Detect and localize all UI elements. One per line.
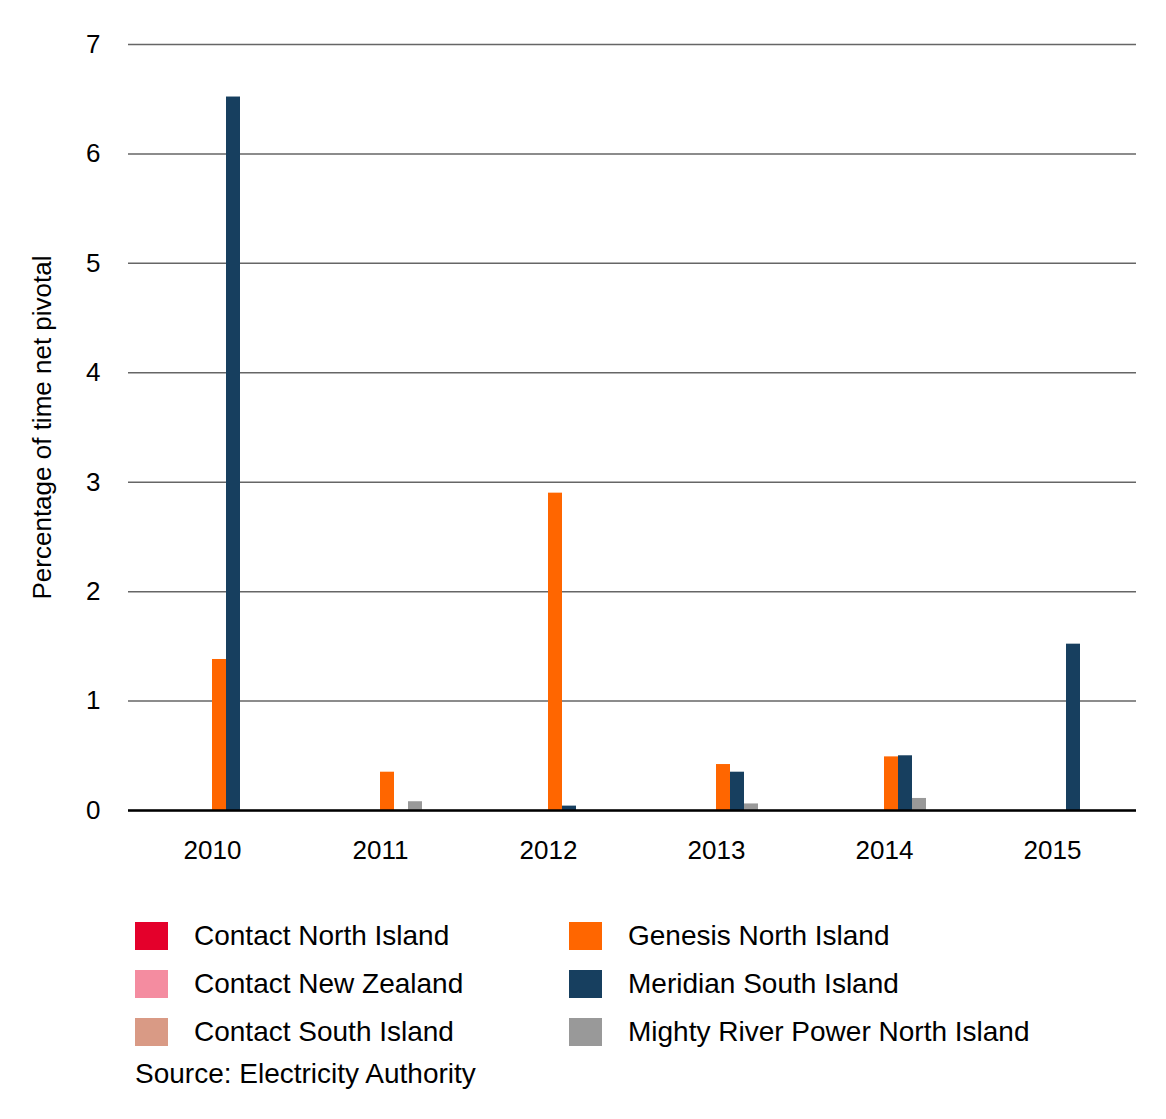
- html-text:Source: Electricity Authority: Source: Electricity Authority: [135, 1058, 476, 1089]
- svg-text:1: 1: [86, 685, 100, 715]
- svg-text:2: 2: [86, 576, 100, 606]
- svg-text:2013: 2013: [688, 835, 746, 865]
- svg-text:5: 5: [86, 248, 100, 278]
- svg-text:2011: 2011: [353, 835, 409, 865]
- html-text:Contact New Zealand: Contact New Zealand: [194, 968, 464, 999]
- svg-text:6: 6: [86, 138, 100, 168]
- svg-text:2015: 2015: [1024, 835, 1082, 865]
- svg-text:4: 4: [86, 357, 100, 387]
- html-text:Genesis North Island: Genesis North Island: [628, 920, 890, 951]
- html-text:Contact North Island: Contact North Island: [194, 920, 450, 951]
- svg-text:2014: 2014: [856, 835, 914, 865]
- svg-text:7: 7: [86, 29, 100, 59]
- svg-text:0: 0: [86, 795, 100, 825]
- svg-text:3: 3: [86, 467, 100, 497]
- html-text:Meridian South Island: Meridian South Island: [628, 968, 899, 999]
- svg-text:Percentage of time net pivotal: Percentage of time net pivotal: [27, 256, 57, 600]
- html-text:Contact South Island: Contact South Island: [194, 1016, 454, 1047]
- svg-text:2012: 2012: [520, 835, 578, 865]
- svg-text:2010: 2010: [184, 835, 242, 865]
- html-text:Mighty River Power North Islan: Mighty River Power North Island: [628, 1016, 1030, 1047]
